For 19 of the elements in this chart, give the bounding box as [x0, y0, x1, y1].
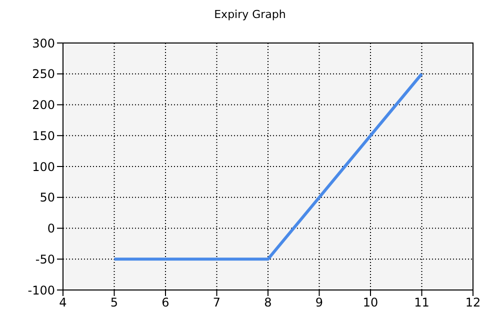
y-tick-label: 50: [40, 190, 55, 205]
chart-title: Expiry Graph: [213, 7, 287, 23]
y-tick-label: 100: [32, 160, 55, 174]
x-tick-label: 12: [465, 296, 481, 310]
x-tick-label: 7: [212, 296, 221, 310]
x-tick-label: 4: [59, 296, 67, 310]
x-tick-label: 8: [264, 296, 272, 310]
x-tick-label: 10: [362, 296, 378, 310]
y-tick-label: 0: [47, 222, 55, 236]
x-tick-label: 6: [162, 296, 170, 310]
y-tick-label: 250: [32, 67, 55, 82]
y-tick-label: -50: [35, 252, 55, 266]
y-tick-label: 200: [32, 98, 55, 112]
x-tick-label: 9: [315, 296, 324, 310]
y-tick-label: -100: [28, 283, 55, 298]
y-tick-label: 150: [32, 128, 55, 143]
y-tick-label: 300: [32, 36, 55, 50]
x-tick-label: 5: [110, 296, 118, 310]
x-tick-label: 11: [414, 296, 430, 310]
